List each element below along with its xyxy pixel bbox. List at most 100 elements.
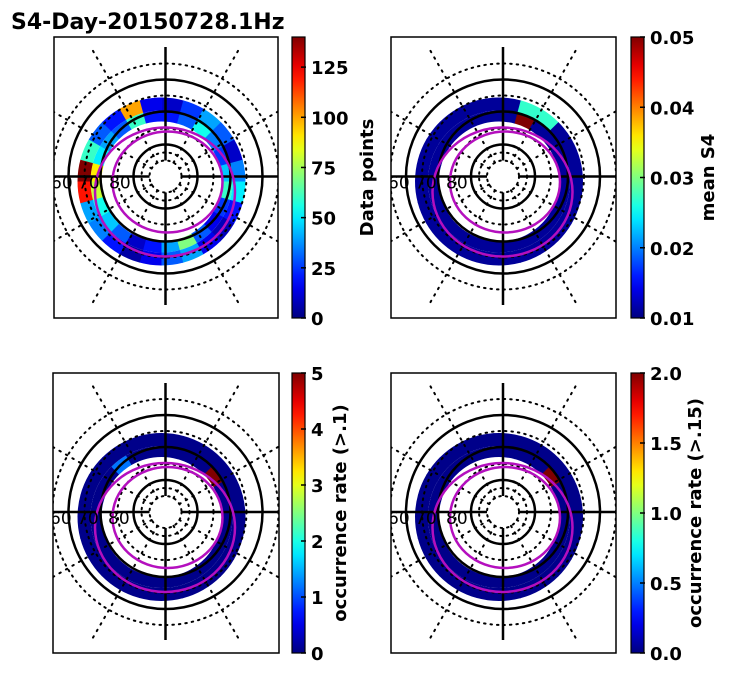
heatmap-cell	[425, 551, 449, 577]
auroral-oval-outer	[431, 126, 574, 258]
colorbar-label: mean S4	[698, 134, 719, 222]
heatmap-cell	[110, 223, 132, 243]
heatmap-cell	[499, 433, 522, 449]
heatmap-cell	[560, 139, 581, 164]
heatmap-cell	[211, 457, 235, 483]
heatmap-cell	[88, 121, 112, 146]
heatmap-cell	[191, 455, 213, 475]
heatmap-cell	[190, 559, 212, 579]
dotted-latitude-circle	[148, 159, 183, 194]
latitude-label: 70	[77, 509, 99, 529]
dotted-meridian	[391, 519, 491, 578]
latitude-label: 60	[51, 174, 73, 194]
auroral-oval-inner	[448, 465, 562, 570]
dotted-meridian	[510, 189, 579, 308]
auroral-oval-outer	[431, 461, 574, 594]
dotted-meridian	[510, 524, 579, 643]
heatmap-cell	[514, 448, 536, 466]
colorbar-tick-label: 50	[311, 209, 336, 230]
heatmap-cell	[448, 223, 469, 243]
heatmap-cell	[457, 100, 482, 121]
colorbar-tick-label: 0.02	[650, 239, 694, 260]
figure-title: S4-Day-20150728.1Hz	[11, 10, 285, 35]
dotted-meridian	[172, 45, 242, 164]
latitude-label: 70	[78, 174, 100, 194]
heatmap-cell	[176, 233, 197, 251]
dotted-meridian	[515, 519, 616, 579]
latitude-label: 80	[108, 509, 130, 529]
dotted-meridian	[54, 110, 153, 170]
heatmap-cell	[190, 223, 212, 244]
colorbar-tick-label: 100	[311, 108, 349, 129]
dotted-meridian	[427, 45, 496, 164]
heatmap-cell	[479, 239, 499, 253]
colorbar-tick-label: 0.04	[650, 98, 694, 119]
heatmap-cell	[119, 100, 144, 121]
heatmap-cell	[417, 534, 438, 559]
latitude-label: 60	[388, 174, 410, 194]
dotted-meridian	[172, 524, 242, 643]
colorbar-tick-label: 0.01	[650, 309, 694, 330]
polar-plot-area: 60 70 80	[51, 45, 278, 308]
heatmap-cell	[513, 568, 535, 586]
latitude-label: 70	[415, 509, 437, 529]
axes-frame	[390, 372, 617, 654]
colorbar-tick-label: 1	[311, 588, 324, 609]
heatmap-cell	[80, 474, 101, 499]
colorbar-tick-label: 0.0	[650, 644, 682, 665]
heatmap-cell	[176, 568, 197, 586]
heatmap-cell	[528, 559, 550, 579]
heatmap-cell	[477, 97, 500, 113]
dotted-meridian	[54, 183, 153, 243]
colorbar-tick-label: 0	[311, 309, 324, 330]
dotted-meridian	[89, 45, 159, 164]
colorbar-tick-label: 2.0	[650, 364, 682, 385]
heatmap-cell	[560, 475, 581, 500]
polar-plot-area: 60 70 80	[388, 45, 616, 308]
heatmap-cell	[88, 216, 112, 241]
heatmap-cell	[88, 457, 112, 482]
heatmap-cell	[222, 139, 243, 164]
heatmap-cell	[211, 122, 235, 147]
heatmap-cell	[77, 180, 93, 204]
heatmap-cell	[513, 233, 535, 251]
dotted-meridian	[53, 519, 153, 579]
dotted-meridian	[53, 445, 153, 505]
auroral-oval-inner	[111, 130, 224, 234]
heatmap-cell	[479, 574, 499, 588]
heatmap-cell	[549, 122, 573, 147]
heatmap-cell	[102, 108, 127, 132]
heatmap-cell	[439, 566, 464, 590]
auroral-oval-inner	[111, 465, 224, 570]
heatmap-cell	[534, 108, 559, 132]
latitude-label: 60	[50, 509, 72, 529]
colorbar-label: Data points	[357, 119, 378, 237]
dotted-meridian	[391, 110, 491, 170]
heatmap-cell	[119, 435, 144, 456]
dotted-latitude-circle	[486, 159, 520, 194]
heatmap-cell	[529, 120, 550, 140]
colorbar	[291, 36, 306, 319]
colorbar-tick-label: 4	[311, 420, 324, 441]
dotted-meridian	[178, 183, 278, 243]
colorbar-tick-label: 1.5	[650, 434, 682, 455]
heatmap-cell	[179, 435, 205, 456]
heatmap-cell	[528, 223, 550, 244]
heatmap-cell	[191, 120, 213, 140]
dotted-meridian	[172, 189, 242, 308]
heatmap-cell	[426, 457, 450, 482]
heatmap-cell	[177, 112, 198, 130]
heatmap-cell	[517, 435, 542, 456]
heatmap-cell	[439, 108, 465, 132]
heatmap-cell	[437, 210, 457, 232]
heatmap-cell	[534, 444, 559, 468]
dotted-latitude-circle	[486, 495, 520, 529]
panel-3: 60 70 80 0 1 2 3 4 5 occurrence rate (>.1)	[50, 364, 351, 665]
dotted-meridian	[427, 381, 496, 500]
heatmap-cell	[439, 443, 465, 467]
dotted-meridian	[89, 381, 159, 500]
colorbar-tick-label: 75	[311, 158, 336, 179]
colorbar-tick-label: 0.03	[650, 169, 694, 190]
